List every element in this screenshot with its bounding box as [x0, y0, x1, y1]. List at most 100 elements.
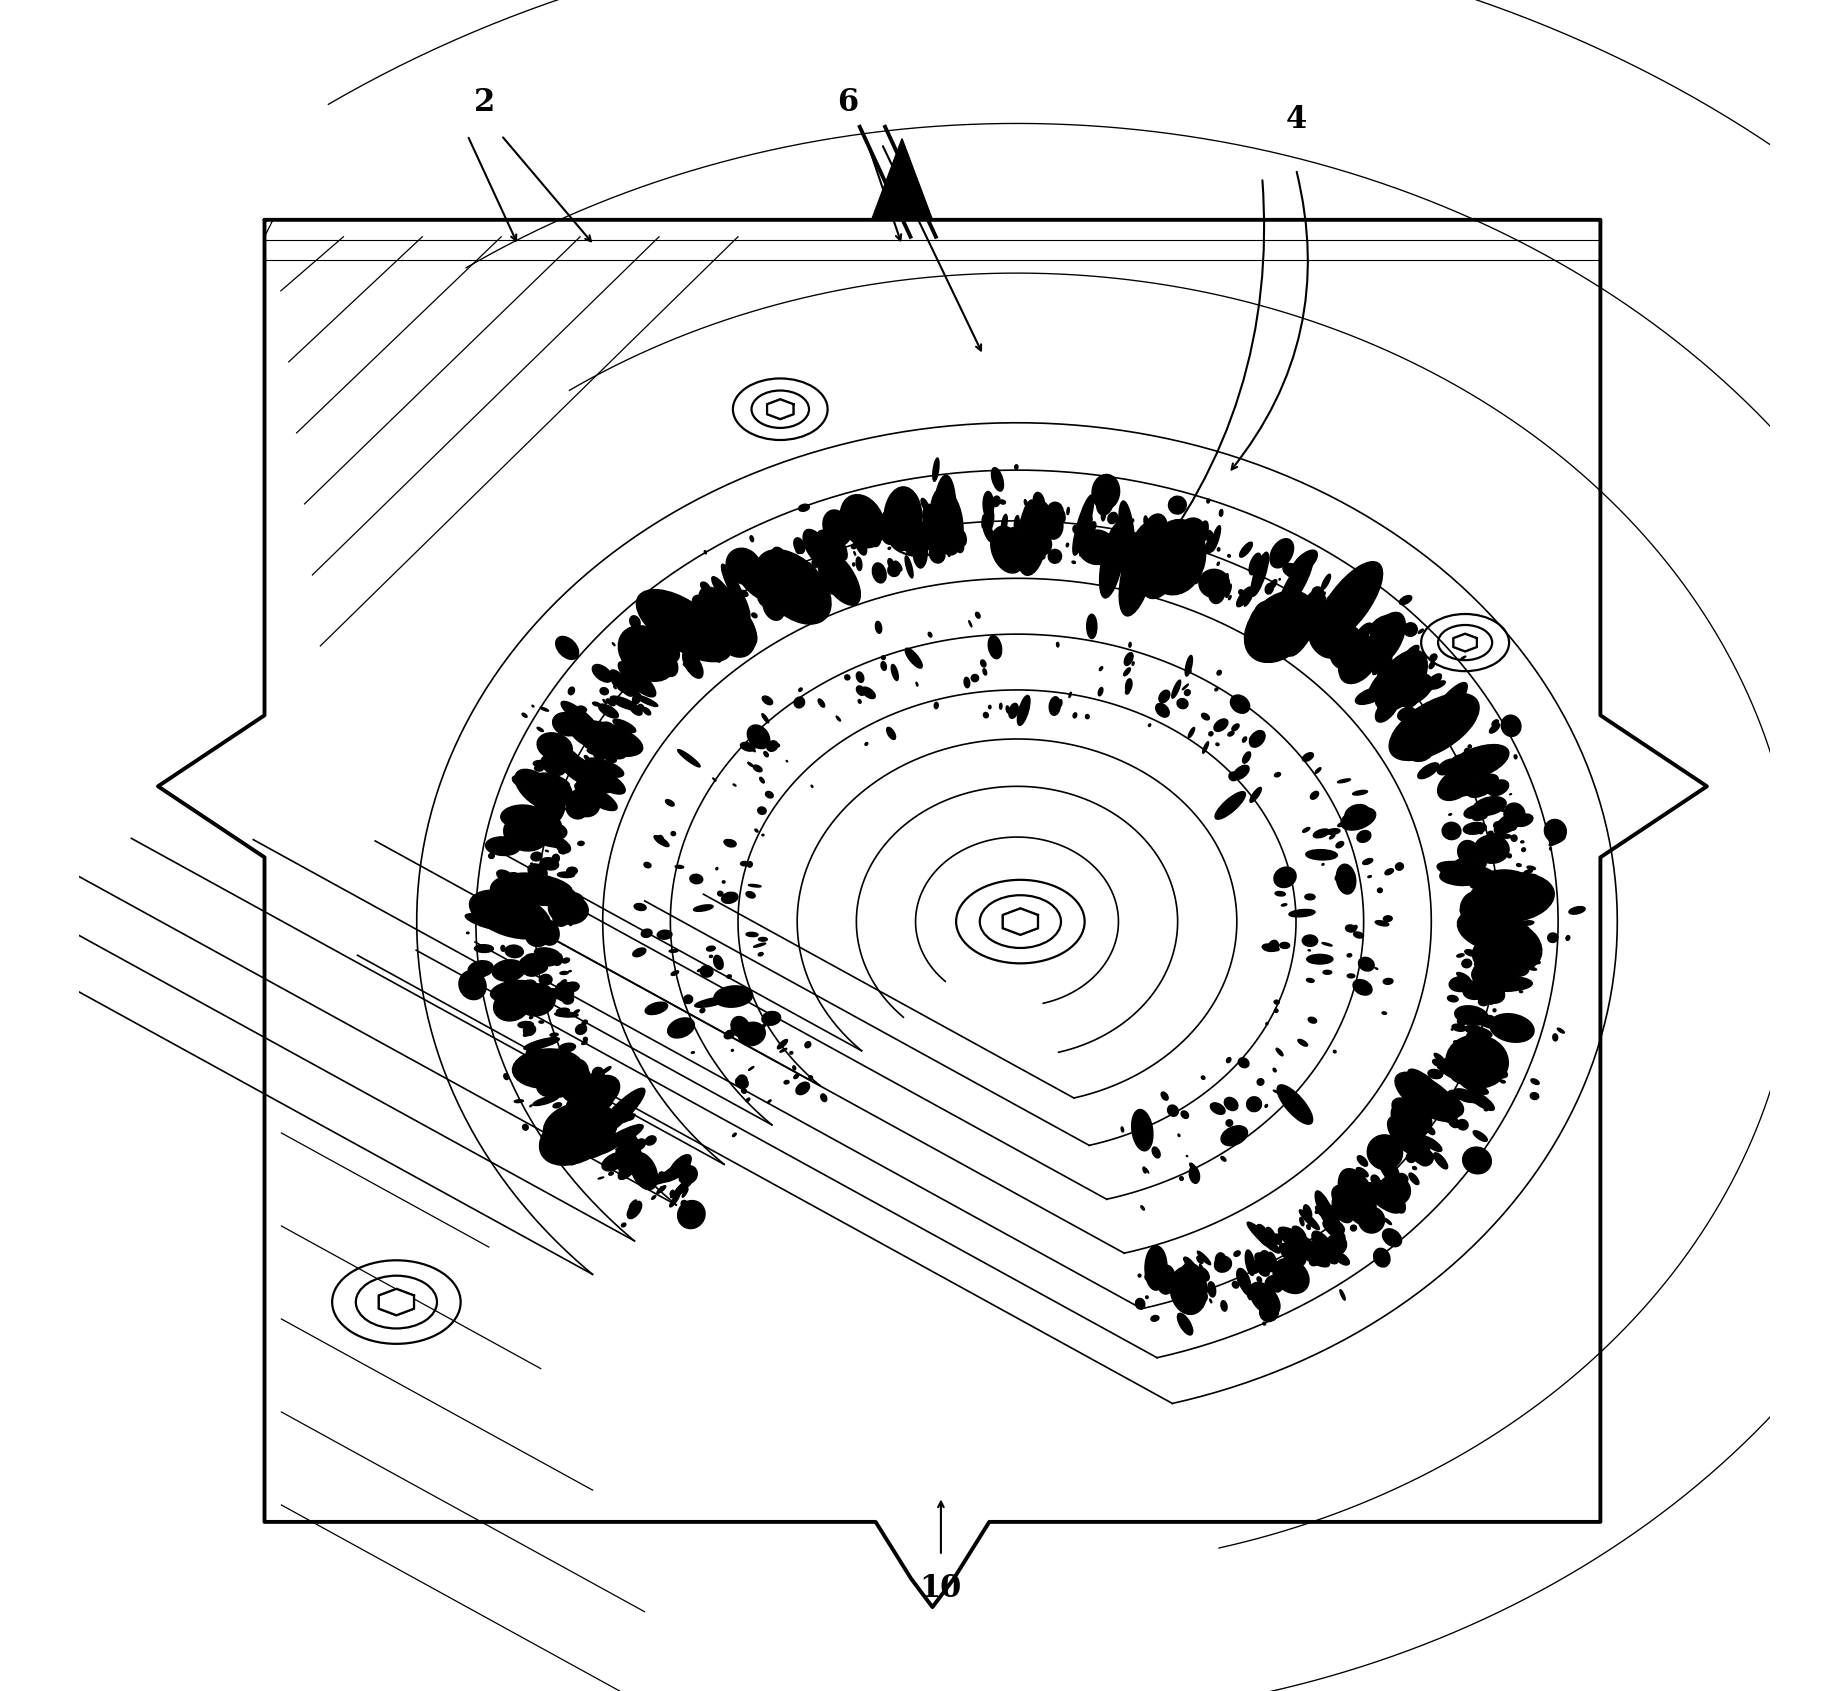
Ellipse shape	[1347, 632, 1371, 658]
Ellipse shape	[1295, 607, 1299, 610]
Ellipse shape	[1207, 499, 1210, 502]
Ellipse shape	[809, 1075, 813, 1079]
Ellipse shape	[527, 1043, 540, 1055]
Ellipse shape	[540, 1040, 547, 1045]
Ellipse shape	[553, 854, 560, 862]
Ellipse shape	[1373, 1248, 1390, 1267]
Ellipse shape	[1100, 666, 1103, 671]
Ellipse shape	[1140, 1206, 1144, 1211]
Ellipse shape	[1316, 768, 1321, 773]
Ellipse shape	[556, 840, 571, 852]
Ellipse shape	[1453, 1025, 1465, 1032]
Ellipse shape	[819, 698, 824, 707]
Ellipse shape	[1345, 805, 1369, 824]
Ellipse shape	[1517, 864, 1521, 866]
Ellipse shape	[1375, 695, 1399, 722]
Text: 4: 4	[1286, 105, 1307, 135]
Ellipse shape	[1410, 744, 1432, 761]
Ellipse shape	[1347, 583, 1351, 585]
Ellipse shape	[736, 602, 739, 605]
Ellipse shape	[1471, 1074, 1477, 1079]
Ellipse shape	[1247, 1260, 1260, 1273]
Ellipse shape	[704, 551, 706, 555]
Ellipse shape	[1249, 553, 1260, 575]
Ellipse shape	[530, 1104, 532, 1106]
Ellipse shape	[1432, 1059, 1443, 1067]
Ellipse shape	[772, 566, 784, 587]
Ellipse shape	[1351, 636, 1355, 639]
Ellipse shape	[917, 681, 918, 687]
Ellipse shape	[621, 675, 626, 681]
Ellipse shape	[588, 1106, 593, 1111]
Ellipse shape	[1453, 719, 1454, 720]
Ellipse shape	[1497, 849, 1502, 854]
Ellipse shape	[1225, 583, 1231, 597]
Ellipse shape	[776, 558, 782, 565]
Ellipse shape	[1050, 697, 1061, 715]
Ellipse shape	[641, 646, 675, 680]
Ellipse shape	[1327, 829, 1340, 834]
Ellipse shape	[1177, 1135, 1179, 1136]
Ellipse shape	[1310, 1258, 1319, 1265]
Ellipse shape	[726, 1032, 732, 1037]
Ellipse shape	[909, 492, 920, 524]
Ellipse shape	[1412, 1099, 1436, 1113]
Ellipse shape	[1421, 1150, 1425, 1153]
Ellipse shape	[808, 563, 817, 594]
Ellipse shape	[1271, 945, 1279, 950]
Ellipse shape	[1464, 918, 1482, 930]
Ellipse shape	[760, 1025, 765, 1028]
Ellipse shape	[724, 1030, 734, 1038]
Ellipse shape	[1412, 1113, 1423, 1123]
Ellipse shape	[1059, 700, 1063, 707]
Ellipse shape	[553, 954, 562, 966]
Ellipse shape	[1292, 1226, 1307, 1241]
Ellipse shape	[1464, 805, 1488, 818]
Ellipse shape	[721, 893, 737, 903]
Ellipse shape	[1393, 1138, 1406, 1146]
Ellipse shape	[519, 957, 536, 974]
Ellipse shape	[1473, 785, 1475, 788]
Ellipse shape	[1384, 1218, 1392, 1224]
Ellipse shape	[1242, 752, 1251, 763]
Ellipse shape	[991, 526, 1026, 573]
Ellipse shape	[588, 747, 625, 759]
Ellipse shape	[1460, 1081, 1488, 1094]
Ellipse shape	[578, 1075, 619, 1111]
Ellipse shape	[747, 891, 756, 898]
Ellipse shape	[1432, 683, 1436, 688]
Ellipse shape	[506, 962, 523, 976]
Ellipse shape	[1216, 1253, 1227, 1272]
Ellipse shape	[1316, 1206, 1327, 1218]
Ellipse shape	[1379, 683, 1392, 697]
Ellipse shape	[630, 626, 639, 634]
Ellipse shape	[1295, 1278, 1301, 1283]
Ellipse shape	[1203, 531, 1212, 539]
Ellipse shape	[553, 712, 582, 736]
Ellipse shape	[1355, 925, 1356, 928]
Ellipse shape	[1469, 1067, 1482, 1081]
Ellipse shape	[774, 597, 780, 614]
Ellipse shape	[889, 548, 891, 550]
Ellipse shape	[560, 778, 569, 785]
Ellipse shape	[536, 820, 549, 827]
Ellipse shape	[619, 676, 634, 697]
Ellipse shape	[1475, 1062, 1484, 1069]
Ellipse shape	[466, 913, 506, 930]
Ellipse shape	[619, 1101, 625, 1108]
Ellipse shape	[1458, 840, 1478, 864]
Ellipse shape	[1201, 1075, 1205, 1079]
Ellipse shape	[1462, 981, 1464, 984]
Ellipse shape	[1310, 791, 1319, 800]
Ellipse shape	[571, 1108, 610, 1140]
Ellipse shape	[1456, 791, 1473, 796]
Ellipse shape	[549, 1069, 562, 1079]
Ellipse shape	[501, 969, 506, 974]
Ellipse shape	[1477, 920, 1541, 972]
Ellipse shape	[573, 1010, 578, 1015]
Ellipse shape	[737, 1075, 747, 1086]
Ellipse shape	[1190, 1167, 1199, 1184]
Ellipse shape	[527, 918, 538, 923]
Ellipse shape	[881, 656, 885, 659]
Ellipse shape	[1249, 734, 1260, 741]
